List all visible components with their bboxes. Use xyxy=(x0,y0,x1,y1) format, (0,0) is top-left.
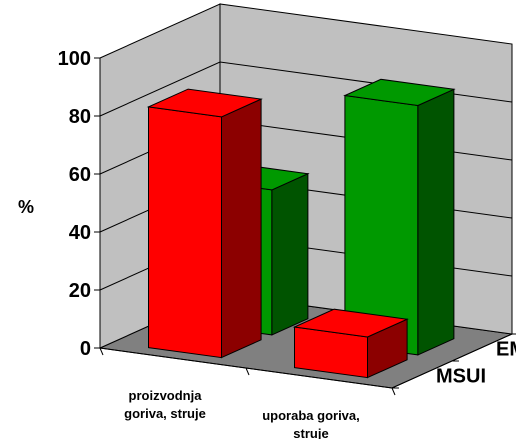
x-tick-label: goriva, struje xyxy=(124,406,206,421)
y-tick-label: 20 xyxy=(69,280,91,302)
y-tick-label: 40 xyxy=(69,222,91,244)
x-tick-label: uporaba goriva, xyxy=(262,408,360,423)
bar-top-face xyxy=(343,78,456,107)
x-tick xyxy=(391,387,396,396)
x-tick xyxy=(99,347,104,356)
x-tick-label: proizvodnja xyxy=(129,388,203,403)
y-tick-label: 60 xyxy=(69,164,91,186)
chart-axes xyxy=(94,57,516,396)
chart-bars xyxy=(146,78,456,379)
x-tick-label: struje xyxy=(293,426,328,439)
bar-top-face xyxy=(292,308,409,338)
bar-msui-0 xyxy=(146,88,263,359)
bar-top-face xyxy=(146,88,263,118)
x-tick xyxy=(245,367,250,376)
chart-labels: % 0 20 40 60 80 100 proizvodnja goriva, struje u… xyxy=(18,48,516,441)
series-label: EM xyxy=(496,339,516,361)
series-label: MSUI xyxy=(436,366,486,388)
y-tick-label: 0 xyxy=(80,338,91,360)
bar-em-1 xyxy=(343,78,456,356)
y-tick-label: 80 xyxy=(69,106,91,128)
bar-side-face xyxy=(271,172,309,336)
bar-front-face xyxy=(148,106,222,359)
bar-side-face xyxy=(221,98,262,359)
y-tick-label: 100 xyxy=(58,48,91,70)
bar-side-face xyxy=(417,88,455,356)
y-axis-label: % xyxy=(18,197,34,217)
bar-msui-1 xyxy=(292,308,409,379)
